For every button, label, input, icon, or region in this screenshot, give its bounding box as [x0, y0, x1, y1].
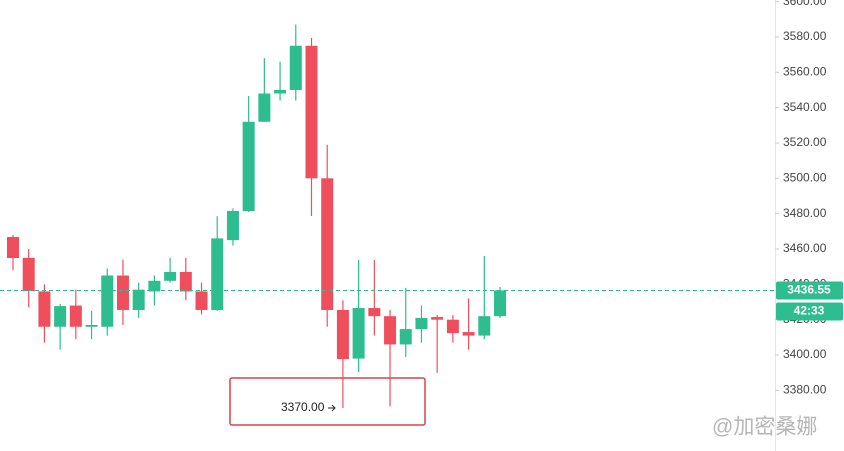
candle-body: [289, 45, 302, 90]
countdown-box: [776, 302, 843, 321]
y-tick-label: 3400.00: [783, 347, 827, 361]
candle-body: [148, 280, 161, 292]
candle-body: [415, 317, 428, 330]
candle-body: [352, 308, 365, 359]
candle-body: [462, 332, 475, 336]
y-tick-label: 3500.00: [783, 170, 827, 184]
candle-body: [399, 329, 412, 345]
y-tick-label: 3520.00: [783, 135, 827, 149]
candle-body: [321, 178, 334, 310]
candle-body: [101, 275, 114, 327]
candle-body: [7, 236, 19, 259]
y-tick-label: 3580.00: [783, 29, 827, 43]
y-tick-label: 3380.00: [783, 383, 827, 397]
candle-body: [54, 306, 67, 327]
candle-body: [242, 121, 255, 212]
candle-body: [211, 238, 224, 310]
candle-body: [195, 291, 208, 310]
candle-body: [85, 324, 98, 327]
candle-body: [384, 316, 397, 345]
last-price-label: 3436.55: [787, 283, 831, 297]
y-tick-label: 3540.00: [783, 100, 827, 114]
y-tick-label: 3460.00: [783, 241, 827, 255]
candle-body: [132, 289, 145, 310]
candle-body: [431, 317, 444, 320]
candle-body: [336, 309, 349, 360]
candle-body: [164, 271, 177, 281]
candle-body: [446, 319, 459, 334]
candle-body: [368, 308, 381, 317]
last-price-box: [776, 281, 843, 300]
candle-body: [69, 305, 82, 327]
annotation-box: [229, 377, 426, 426]
candle-body: [179, 271, 192, 292]
y-tick-label: 3600.00: [783, 0, 827, 8]
candle-body: [258, 93, 271, 122]
candle-body: [38, 291, 51, 327]
countdown-label: 42:33: [794, 304, 825, 318]
candle-body: [22, 257, 35, 292]
annotation-label: 3370.00: [281, 400, 325, 414]
candle-body: [274, 89, 287, 94]
y-tick-label: 3560.00: [783, 64, 827, 78]
y-tick-label: 3480.00: [783, 206, 827, 220]
candle-body: [116, 275, 129, 310]
candle-body: [305, 45, 318, 179]
candle-body: [494, 290, 507, 317]
candle-body: [478, 316, 491, 336]
annotation-arrow: [328, 404, 336, 412]
candle-body: [226, 211, 239, 241]
watermark: @加密桑娜: [712, 416, 817, 439]
